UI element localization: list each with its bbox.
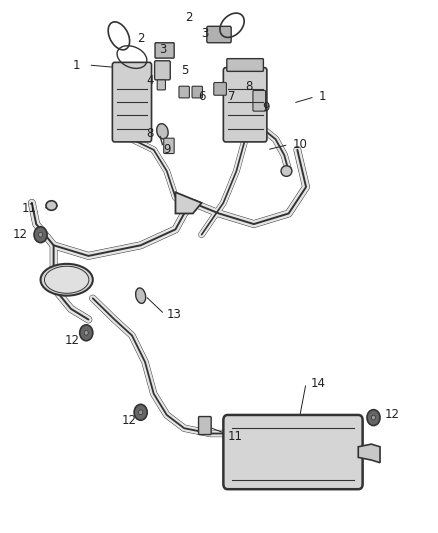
FancyBboxPatch shape xyxy=(214,83,226,95)
Text: 2: 2 xyxy=(185,11,193,24)
FancyBboxPatch shape xyxy=(192,86,202,98)
Ellipse shape xyxy=(157,124,168,139)
Ellipse shape xyxy=(45,266,89,293)
Text: 3: 3 xyxy=(159,43,167,55)
FancyBboxPatch shape xyxy=(179,86,189,98)
Text: 9: 9 xyxy=(164,143,171,156)
Text: 1: 1 xyxy=(72,59,80,71)
Text: 13: 13 xyxy=(167,308,182,321)
Ellipse shape xyxy=(39,232,42,237)
Ellipse shape xyxy=(80,325,93,341)
Ellipse shape xyxy=(139,410,143,415)
Ellipse shape xyxy=(84,330,88,335)
FancyBboxPatch shape xyxy=(207,26,231,43)
Ellipse shape xyxy=(134,405,147,420)
FancyBboxPatch shape xyxy=(253,91,265,111)
FancyBboxPatch shape xyxy=(113,62,152,142)
Ellipse shape xyxy=(34,227,47,243)
Polygon shape xyxy=(358,444,380,463)
Text: 12: 12 xyxy=(65,334,80,347)
Ellipse shape xyxy=(371,415,375,420)
Ellipse shape xyxy=(46,201,57,211)
Text: 10: 10 xyxy=(293,138,308,151)
Text: 3: 3 xyxy=(201,27,209,39)
Ellipse shape xyxy=(136,288,146,303)
FancyBboxPatch shape xyxy=(198,417,211,434)
Text: 12: 12 xyxy=(121,414,136,427)
FancyBboxPatch shape xyxy=(155,43,174,58)
Text: 11: 11 xyxy=(228,430,243,443)
Text: 11: 11 xyxy=(21,201,36,215)
Text: 12: 12 xyxy=(385,408,399,422)
Text: 9: 9 xyxy=(262,101,270,114)
Text: 1: 1 xyxy=(319,90,327,103)
FancyBboxPatch shape xyxy=(223,68,267,142)
Text: 14: 14 xyxy=(311,377,325,390)
FancyBboxPatch shape xyxy=(155,61,170,80)
Text: 8: 8 xyxy=(146,127,154,140)
FancyBboxPatch shape xyxy=(164,138,174,154)
FancyBboxPatch shape xyxy=(157,80,166,90)
Text: 4: 4 xyxy=(146,75,154,87)
Ellipse shape xyxy=(41,264,93,296)
Text: 12: 12 xyxy=(13,228,28,241)
Polygon shape xyxy=(176,192,201,214)
Text: 8: 8 xyxy=(245,80,252,93)
Ellipse shape xyxy=(281,166,292,176)
Ellipse shape xyxy=(367,410,380,425)
Text: 6: 6 xyxy=(198,90,206,103)
Text: 2: 2 xyxy=(138,32,145,45)
FancyBboxPatch shape xyxy=(223,415,363,489)
Text: 5: 5 xyxy=(181,64,188,77)
Text: 7: 7 xyxy=(228,90,235,103)
FancyBboxPatch shape xyxy=(227,59,263,71)
